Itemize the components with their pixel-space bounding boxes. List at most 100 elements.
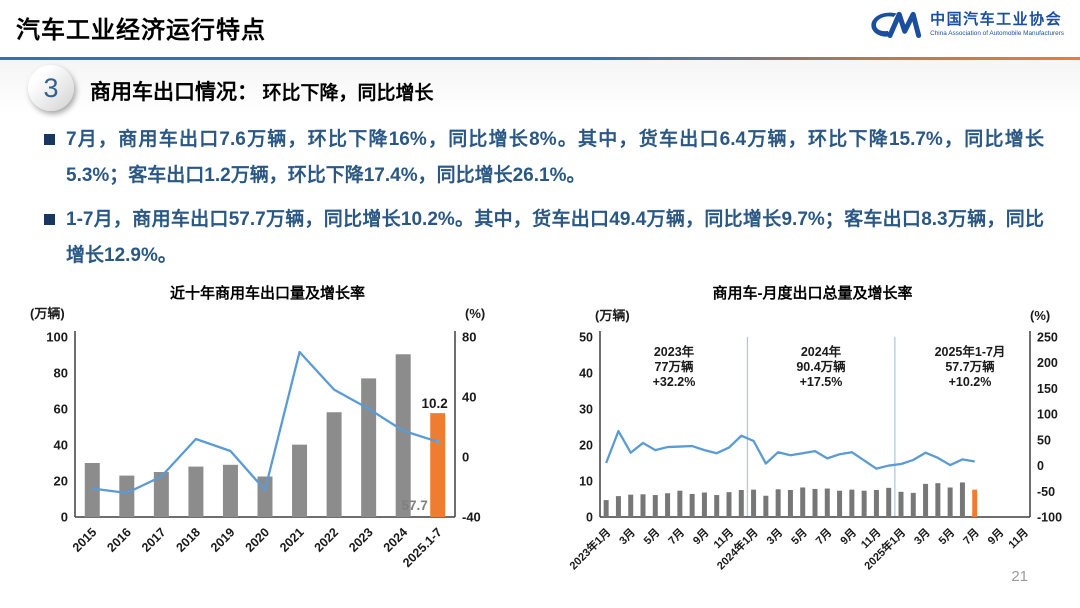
- annual-annotation: 57.7万辆: [945, 359, 995, 374]
- bar: [812, 488, 818, 517]
- left-axis-tick: 100: [46, 330, 68, 345]
- bar: [873, 490, 879, 517]
- x-axis-tick: 5月: [789, 526, 810, 547]
- bar: [959, 482, 965, 517]
- right-axis-tick: -40: [462, 510, 481, 525]
- monthly-chart-title: 商用车-月度出口总量及增长率: [712, 285, 913, 302]
- bar: [665, 493, 671, 517]
- bar: [935, 483, 941, 517]
- x-axis-tick: 7月: [666, 526, 687, 547]
- slide-content: 3 商用车出口情况： 环比下降，同比增长 7月，商用车出口7.6万辆，环比下降1…: [0, 60, 1080, 608]
- bar: [775, 489, 781, 517]
- bullet-text: 1-7月，商用车出口57.7万辆，同比增长10.2%。其中，货车出口49.4万辆…: [66, 209, 1044, 266]
- bar: [292, 444, 308, 517]
- bar: [898, 491, 904, 517]
- bar: [222, 464, 238, 517]
- section-number-badge: 3: [28, 65, 74, 111]
- caam-logo-text: 中国汽车工业协会 China Association of Automobile…: [930, 10, 1064, 38]
- bar: [395, 354, 411, 517]
- left-axis-unit: (万辆): [595, 308, 630, 323]
- bullet-square-icon: [44, 214, 55, 225]
- bar: [652, 495, 658, 517]
- bar: [714, 495, 720, 517]
- line-end-marker: [435, 439, 441, 445]
- x-axis-tick: 2021: [277, 525, 307, 555]
- annual-annotation: +17.5%: [800, 375, 843, 389]
- left-axis-tick: 30: [579, 403, 593, 417]
- bar: [824, 488, 830, 517]
- bar: [615, 496, 621, 517]
- x-axis-tick: 2023年1月: [566, 525, 613, 572]
- left-axis-tick: 20: [54, 474, 68, 489]
- bar: [726, 492, 732, 517]
- x-axis-tick: 7月: [961, 526, 982, 547]
- left-axis-unit: (万辆): [30, 306, 65, 321]
- bar: [361, 378, 377, 517]
- bar: [701, 492, 707, 517]
- right-axis-tick: 0: [462, 450, 469, 465]
- slide-header: 汽车工业经济运行特点 中国汽车工业协会 China Association of…: [0, 0, 1080, 57]
- bar: [640, 494, 646, 517]
- annual-annotation: 90.4万辆: [796, 359, 846, 374]
- caam-logo-cn: 中国汽车工业协会: [930, 10, 1063, 28]
- x-axis-tick: 2018: [173, 525, 203, 555]
- bar: [188, 466, 204, 517]
- bar: [837, 490, 843, 517]
- x-axis-tick: 2022: [312, 525, 342, 555]
- right-axis-tick: 250: [1037, 331, 1058, 345]
- section-heading-title: 商用车出口情况：: [90, 81, 258, 104]
- bar: [628, 494, 634, 517]
- x-axis-tick: 11月: [1006, 526, 1031, 551]
- left-axis-tick: 40: [54, 438, 68, 453]
- left-axis-tick: 50: [579, 331, 593, 345]
- right-axis-tick: 200: [1037, 356, 1058, 370]
- yearly-chart-title: 近十年商用车出口量及增长率: [169, 285, 365, 302]
- caam-logo-mark-icon: [868, 9, 922, 40]
- bullet-square-icon: [44, 134, 55, 145]
- monthly-export-chart: 商用车-月度出口总量及增长率 0 10 20 30 40 50 -100 -50 0 50 100 1…: [540, 282, 1080, 602]
- bar: [751, 489, 757, 517]
- x-axis-tick: 2015: [70, 525, 100, 555]
- annual-annotation: 2024年: [801, 344, 842, 359]
- x-axis-tick: 7月: [813, 526, 834, 547]
- caam-logo: 中国汽车工业协会 China Association of Automobile…: [868, 9, 1064, 40]
- growth-value-label: 10.2: [421, 396, 447, 411]
- bar: [923, 483, 929, 517]
- right-axis-tick: 150: [1037, 382, 1058, 396]
- x-axis-tick: 5月: [641, 526, 662, 547]
- section-heading-subtitle: 环比下降，同比增长: [262, 83, 434, 104]
- left-axis-tick: 40: [579, 367, 593, 381]
- right-axis-tick: 50: [1037, 433, 1051, 447]
- section-heading: 商用车出口情况： 环比下降，同比增长: [0, 60, 1080, 106]
- bar: [861, 490, 867, 517]
- page-number: 21: [1011, 568, 1028, 585]
- bullet-item: 7月，商用车出口7.6万辆，环比下降16%，同比增长8%。其中，货车出口6.4万…: [44, 122, 1044, 194]
- annual-annotation: 77万辆: [655, 359, 694, 374]
- bar: [763, 495, 769, 517]
- bar: [947, 487, 953, 517]
- bar: [800, 487, 806, 517]
- left-axis-tick: 60: [54, 402, 68, 417]
- bar: [430, 413, 446, 517]
- right-axis-tick: 0: [1037, 459, 1044, 473]
- right-axis-tick: -50: [1037, 485, 1055, 499]
- bar: [689, 493, 695, 517]
- x-axis-tick: 9月: [985, 526, 1006, 547]
- x-axis-tick: 2017: [139, 525, 169, 555]
- bar: [886, 487, 892, 517]
- bar: [603, 500, 609, 517]
- annual-annotation: +32.2%: [653, 375, 696, 389]
- bar: [677, 490, 683, 517]
- bar: [787, 490, 793, 517]
- x-axis-tick: 9月: [838, 526, 859, 547]
- x-axis-tick: 2019: [208, 525, 238, 555]
- bullet-item: 1-7月，商用车出口57.7万辆，同比增长10.2%。其中，货车出口49.4万辆…: [44, 202, 1044, 274]
- left-axis-tick: 20: [579, 439, 593, 453]
- bar: [84, 463, 100, 517]
- right-axis-tick: 80: [462, 330, 476, 345]
- annual-annotation: 2023年: [654, 344, 695, 359]
- caam-logo-en: China Association of Automobile Manufact…: [930, 30, 1064, 38]
- header-divider: [0, 57, 1080, 60]
- bar: [119, 475, 135, 517]
- x-axis-tick: 3月: [764, 526, 785, 547]
